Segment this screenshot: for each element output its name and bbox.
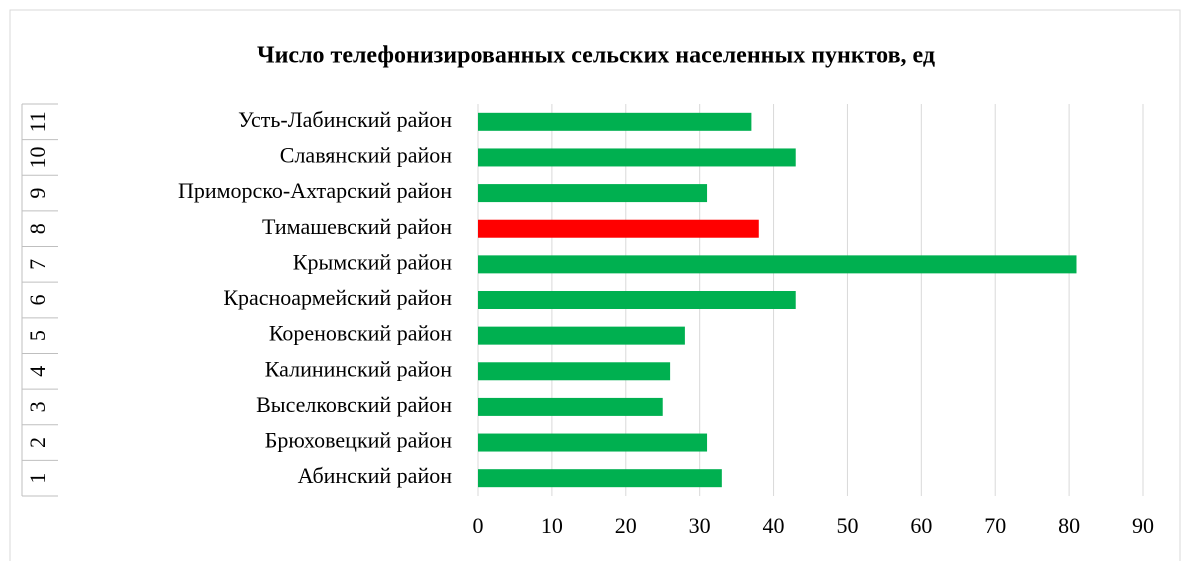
category-label: Тимашевский район	[262, 214, 452, 239]
category-number: 4	[25, 366, 50, 377]
x-tick-label: 40	[763, 513, 785, 538]
bar	[478, 362, 671, 381]
x-tick-label: 30	[689, 513, 711, 538]
bar	[478, 397, 663, 416]
x-tick-label: 50	[836, 513, 858, 538]
category-label: Крымский район	[293, 249, 452, 274]
bar	[478, 326, 685, 345]
bar	[478, 469, 722, 488]
category-number: 2	[25, 437, 50, 448]
chart-title: Число телефонизированных сельских населе…	[257, 43, 935, 69]
category-label: Усть-Лабинский район	[238, 107, 452, 132]
x-tick-label: 10	[541, 513, 563, 538]
bar	[478, 112, 752, 131]
category-number: 9	[25, 188, 50, 199]
category-label: Славянский район	[280, 143, 452, 168]
category-label: Приморско-Ахтарский район	[178, 178, 452, 203]
bar	[478, 184, 708, 203]
x-tick-label: 60	[910, 513, 932, 538]
bar	[478, 219, 759, 238]
category-number: 8	[25, 223, 50, 234]
x-tick-label: 80	[1058, 513, 1080, 538]
bar	[478, 255, 1077, 274]
category-label: Выселковский район	[256, 392, 452, 417]
x-tick-label: 0	[473, 513, 484, 538]
category-number: 1	[25, 473, 50, 484]
category-number: 11	[25, 111, 50, 132]
bar	[478, 291, 796, 309]
category-label: Абинский район	[298, 463, 453, 488]
category-label: Красноармейский район	[223, 285, 452, 310]
category-label: Кореновский район	[269, 321, 452, 346]
x-tick-label: 70	[984, 513, 1006, 538]
bar	[478, 433, 708, 452]
category-number: 7	[25, 259, 50, 270]
category-number: 6	[25, 295, 50, 306]
category-number: 10	[25, 146, 50, 168]
category-number: 5	[25, 330, 50, 341]
category-label: Брюховецкий район	[265, 428, 452, 453]
x-tick-label: 90	[1132, 513, 1154, 538]
category-label: Калининский район	[265, 356, 452, 381]
bar	[478, 148, 796, 167]
x-tick-label: 20	[615, 513, 637, 538]
category-number: 3	[25, 401, 50, 412]
chart-frame	[9, 9, 1181, 561]
